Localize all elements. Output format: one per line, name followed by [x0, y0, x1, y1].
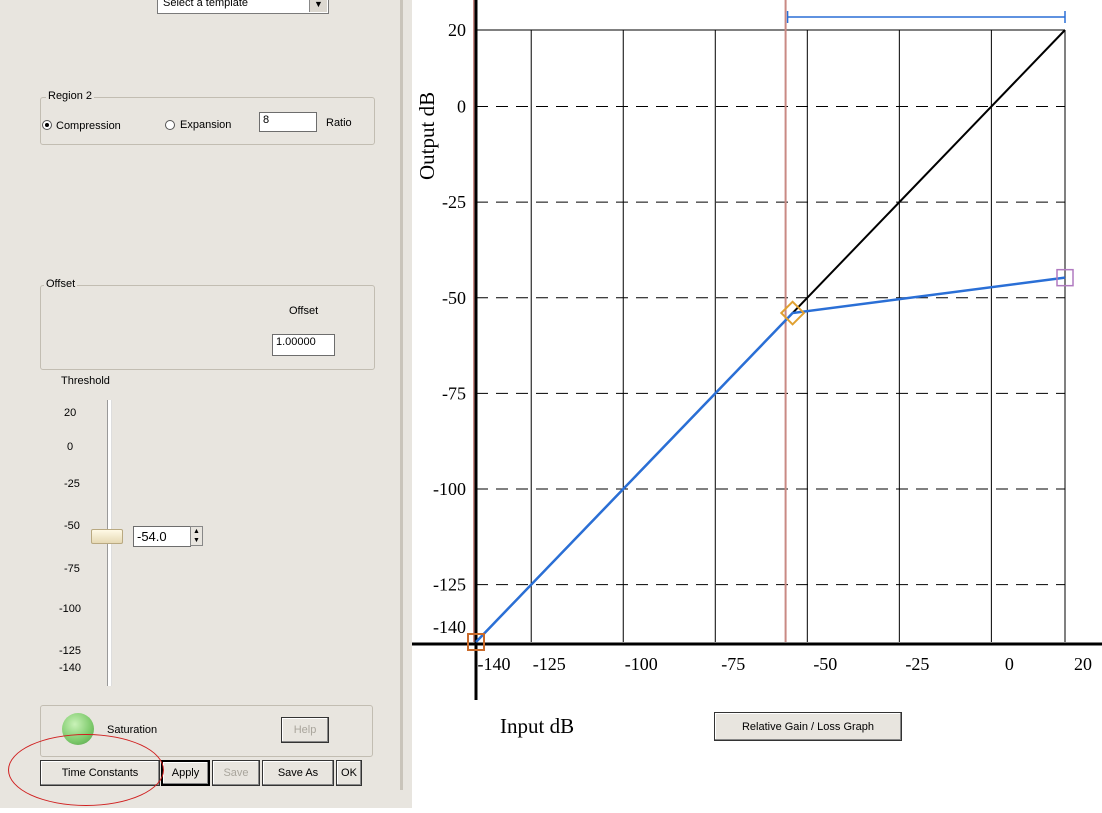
offset-group	[40, 285, 375, 370]
expansion-label: Expansion	[180, 119, 232, 131]
y-tick-label: 20	[448, 20, 466, 40]
template-select[interactable]: Select a template ▼	[157, 0, 329, 14]
threshold-tick: -140	[59, 662, 82, 674]
gain-graph[interactable]: -140 -125 -100 -75 -50 -25 0 20 20 0 -25 -50 -75 -100…	[412, 0, 1102, 808]
offset-input[interactable]: 1.00000	[272, 334, 335, 356]
y-tick-label: -125	[433, 575, 466, 595]
y-tick-label: -140	[433, 617, 466, 637]
x-tick-label: -100	[625, 654, 658, 674]
gain-graph-svg[interactable]: -140 -125 -100 -75 -50 -25 0 20 20 0 -25 -50 -75 -100…	[412, 0, 1102, 808]
threshold-tick: -25	[64, 478, 80, 490]
x-tick-label: -25	[905, 654, 929, 674]
end-point-marker	[1056, 268, 1074, 287]
threshold-input[interactable]: -54.0	[133, 526, 191, 547]
threshold-tick: -100	[59, 603, 82, 615]
threshold-tick: -125	[59, 645, 82, 657]
threshold-tick: -50	[64, 520, 80, 532]
compression-label: Compression	[56, 120, 121, 132]
saturation-led	[62, 713, 94, 745]
help-button[interactable]: Help	[281, 717, 329, 743]
response-line	[475, 276, 1066, 643]
relative-gain-loss-graph-button[interactable]: Relative Gain / Loss Graph	[714, 712, 902, 741]
spin-up-icon[interactable]: ▲	[193, 528, 200, 535]
save-as-button[interactable]: Save As	[262, 760, 334, 786]
chevron-down-icon[interactable]: ▼	[309, 0, 327, 12]
ok-button[interactable]: OK	[336, 760, 362, 786]
template-select-value: Select a template	[163, 0, 248, 9]
threshold-point-marker	[779, 300, 806, 326]
y-axis-label: Output dB	[415, 92, 439, 180]
y-tick-label: -25	[442, 192, 466, 212]
start-point-marker	[467, 633, 485, 651]
y-tick-label: -50	[442, 288, 466, 308]
saturation-group	[40, 705, 373, 757]
y-tick-label: -100	[433, 479, 466, 499]
saturation-label: Saturation	[107, 724, 158, 736]
threshold-tick: -75	[64, 563, 80, 575]
ratio-input[interactable]: 8	[259, 112, 317, 132]
spin-down-icon[interactable]: ▼	[193, 537, 200, 544]
control-panel: Select a template ▼ Region 2 Compression…	[0, 0, 412, 808]
threshold-label: Threshold	[61, 375, 110, 387]
x-tick-label: 0	[1005, 654, 1014, 674]
x-tick-label: -125	[533, 654, 566, 674]
threshold-tick: 0	[67, 441, 74, 453]
apply-button[interactable]: Apply	[161, 760, 210, 786]
y-tick-label: 0	[457, 97, 466, 117]
offset-label: Offset	[289, 305, 319, 317]
x-tick-label: -75	[721, 654, 745, 674]
time-constants-button[interactable]: Time Constants	[40, 760, 160, 786]
x-tick-label: -50	[813, 654, 837, 674]
offset-legend: Offset	[44, 278, 78, 290]
panel-divider	[400, 0, 403, 790]
compression-radio[interactable]	[42, 120, 52, 130]
region2-group	[40, 97, 375, 145]
expansion-radio[interactable]	[165, 120, 175, 130]
threshold-spinner[interactable]: ▲ ▼	[190, 526, 203, 546]
threshold-slider-thumb[interactable]	[91, 529, 123, 544]
x-tick-label: 20	[1074, 654, 1092, 674]
save-button[interactable]: Save	[212, 760, 260, 786]
threshold-tick: 20	[64, 407, 77, 419]
x-axis-label: Input dB	[500, 714, 574, 738]
region2-legend: Region 2	[46, 90, 95, 102]
y-tick-label: -75	[442, 383, 466, 403]
ratio-label: Ratio	[326, 117, 352, 129]
x-tick-label: -140	[478, 654, 511, 674]
